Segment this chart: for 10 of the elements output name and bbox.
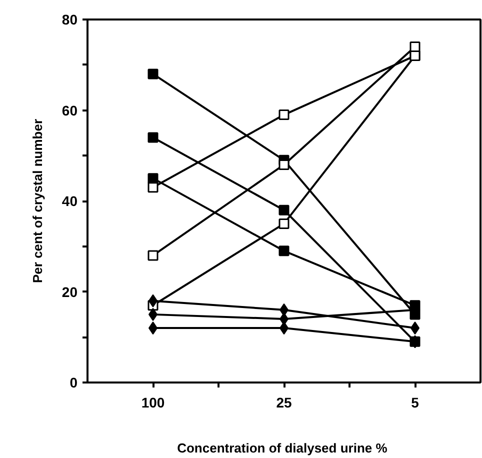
x-tick-label: 100 <box>141 394 165 410</box>
y-tick-label: 60 <box>62 102 78 118</box>
x-tick-label: 25 <box>276 394 292 410</box>
x-tick-label: 5 <box>411 394 420 410</box>
y-axis-title: Per cent of crystal number <box>30 119 45 283</box>
y-tick-label: 0 <box>70 374 78 390</box>
y-tick-label: 20 <box>62 284 78 300</box>
y-tick-label: 40 <box>62 193 78 209</box>
y-tick-label: 80 <box>62 12 78 28</box>
x-axis-title: Concentration of dialysed urine % <box>177 440 388 456</box>
